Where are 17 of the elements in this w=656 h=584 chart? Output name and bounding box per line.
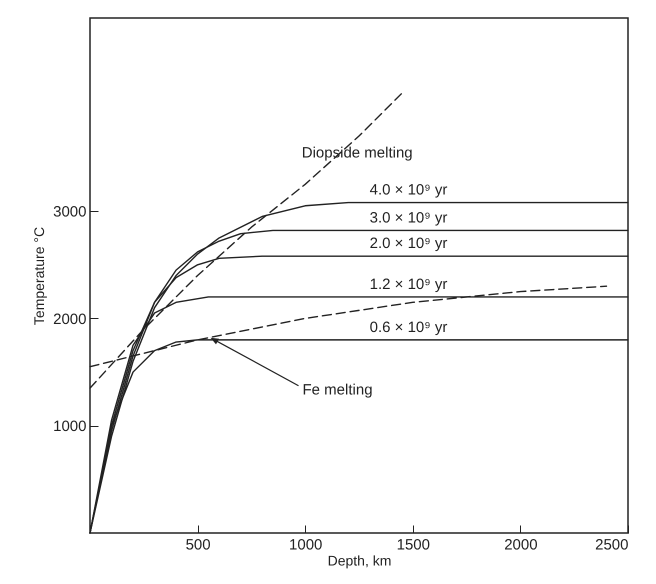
annotation: 3.0 × 10⁹ yr <box>370 209 448 226</box>
annotation: Diopside melting <box>302 144 413 162</box>
x-axis-title: Depth, km <box>328 552 392 568</box>
annotation: 1.2 × 10⁹ yr <box>370 276 448 293</box>
x-tick-label: 2500 <box>595 536 628 554</box>
x-tick-label: 1500 <box>396 536 430 554</box>
annotation: 0.6 × 10⁹ yr <box>370 318 448 336</box>
x-tick-label: 500 <box>186 536 211 554</box>
y-tick-label: 2000 <box>53 310 86 328</box>
annotation: 4.0 × 10⁹ yr <box>370 182 448 199</box>
annotation: Fe melting <box>302 382 373 399</box>
annotation: 2.0 × 10⁹ yr <box>370 235 448 252</box>
y-tick-label: 1000 <box>53 418 86 436</box>
x-tick-label: 1000 <box>289 536 322 554</box>
x-tick-label: 2000 <box>504 536 538 554</box>
y-tick-label: 3000 <box>53 204 86 221</box>
y-axis-title: Temperature °C <box>31 226 48 326</box>
